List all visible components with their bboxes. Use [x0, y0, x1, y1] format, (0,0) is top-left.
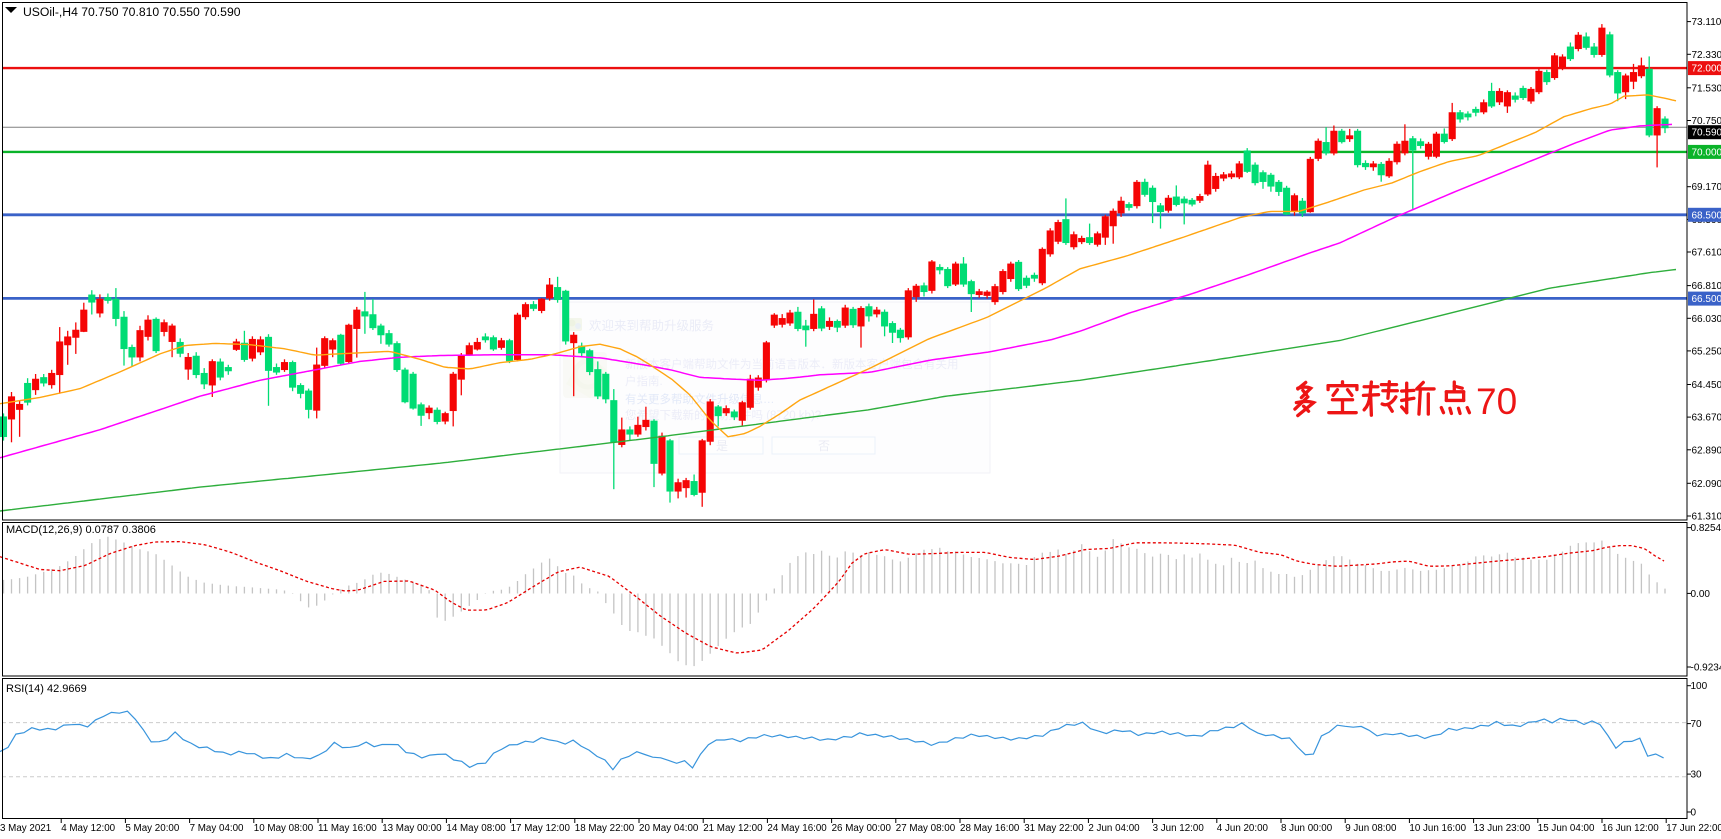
svg-text:66.810: 66.810: [1692, 281, 1721, 292]
svg-text:2 Jun 04:00: 2 Jun 04:00: [1088, 823, 1140, 834]
svg-text:66.030: 66.030: [1692, 314, 1721, 325]
svg-text:MACD(12,26,9) 0.0787 0.3806: MACD(12,26,9) 0.0787 0.3806: [6, 524, 156, 536]
svg-text:72.330: 72.330: [1692, 50, 1721, 61]
svg-text:4 May 12:00: 4 May 12:00: [61, 823, 115, 834]
svg-text:7 May 04:00: 7 May 04:00: [190, 823, 244, 834]
svg-text:5 May 20:00: 5 May 20:00: [125, 823, 179, 834]
svg-text:70.590: 70.590: [1692, 128, 1721, 139]
svg-text:65.250: 65.250: [1692, 346, 1721, 357]
svg-text:28 May 16:00: 28 May 16:00: [960, 823, 1020, 834]
svg-text:68.500: 68.500: [1692, 210, 1721, 221]
svg-text:0.00: 0.00: [1691, 589, 1711, 600]
svg-text:66.500: 66.500: [1692, 294, 1721, 305]
svg-text:72.000: 72.000: [1692, 64, 1721, 75]
svg-text:63.670: 63.670: [1692, 413, 1721, 424]
svg-text:70: 70: [1476, 381, 1517, 422]
svg-text:69.170: 69.170: [1692, 182, 1721, 193]
svg-text:64.450: 64.450: [1692, 380, 1721, 391]
svg-text:USOil-,H4 70.750 70.810 70.55: USOil-,H4 70.750 70.810 70.550 70.590: [23, 5, 241, 19]
svg-text:13 May 00:00: 13 May 00:00: [382, 823, 442, 834]
svg-text:14 May 08:00: 14 May 08:00: [446, 823, 506, 834]
svg-text:16 Jun 12:00: 16 Jun 12:00: [1602, 823, 1659, 834]
svg-text:21 May 12:00: 21 May 12:00: [703, 823, 763, 834]
svg-text:20 May 04:00: 20 May 04:00: [639, 823, 699, 834]
svg-text:26 May 00:00: 26 May 00:00: [832, 823, 892, 834]
svg-text:17 May 12:00: 17 May 12:00: [511, 823, 571, 834]
svg-text:70.750: 70.750: [1692, 116, 1721, 127]
svg-text:10 May 08:00: 10 May 08:00: [254, 823, 314, 834]
svg-text:户指南.: 户指南.: [625, 374, 663, 388]
svg-text:31 May 22:00: 31 May 22:00: [1024, 823, 1084, 834]
svg-text:0.8254: 0.8254: [1691, 523, 1721, 534]
svg-text:是: 是: [716, 439, 728, 453]
svg-text:3 May 2021: 3 May 2021: [0, 823, 51, 834]
svg-text:73.110: 73.110: [1692, 17, 1721, 28]
svg-text:70.000: 70.000: [1692, 147, 1721, 158]
svg-text:-0.9234: -0.9234: [1691, 663, 1721, 674]
svg-text:27 May 08:00: 27 May 08:00: [896, 823, 956, 834]
svg-text:有关更多帮助文件升级信息…: 有关更多帮助文件升级信息…: [625, 392, 775, 406]
svg-text:RSI(14) 42.9669: RSI(14) 42.9669: [6, 683, 87, 695]
svg-text:62.890: 62.890: [1692, 445, 1721, 456]
svg-text:10 Jun 16:00: 10 Jun 16:00: [1409, 823, 1466, 834]
svg-text:9 Jun 08:00: 9 Jun 08:00: [1345, 823, 1397, 834]
svg-text:30: 30: [1691, 770, 1703, 781]
svg-text:4 Jun 20:00: 4 Jun 20:00: [1217, 823, 1269, 834]
svg-text:3 Jun 12:00: 3 Jun 12:00: [1153, 823, 1205, 834]
svg-text:70: 70: [1691, 719, 1703, 730]
svg-text:61.310: 61.310: [1692, 512, 1721, 523]
svg-text:24 May 16:00: 24 May 16:00: [767, 823, 827, 834]
svg-text:15 Jun 04:00: 15 Jun 04:00: [1538, 823, 1595, 834]
svg-text:8 Jun 00:00: 8 Jun 00:00: [1281, 823, 1333, 834]
svg-text:67.610: 67.610: [1692, 248, 1721, 259]
svg-text:18 May 22:00: 18 May 22:00: [575, 823, 635, 834]
svg-text:新版本客户端帮助文件为当前语言版本．新版本客户端包含有关用: 新版本客户端帮助文件为当前语言版本．新版本客户端包含有关用: [625, 357, 959, 371]
svg-text:11 May 16:00: 11 May 16:00: [318, 823, 377, 834]
svg-text:71.530: 71.530: [1692, 83, 1721, 94]
svg-text:13 Jun 23:00: 13 Jun 23:00: [1474, 823, 1531, 834]
svg-text:否: 否: [818, 439, 830, 453]
svg-text:欢迎来到帮助升级服务: 欢迎来到帮助升级服务: [589, 318, 714, 333]
svg-text:17 Jun 22:00: 17 Jun 22:00: [1666, 823, 1721, 834]
svg-text:100: 100: [1691, 681, 1708, 692]
svg-text:62.090: 62.090: [1692, 479, 1721, 490]
svg-text:0: 0: [1691, 808, 1697, 819]
